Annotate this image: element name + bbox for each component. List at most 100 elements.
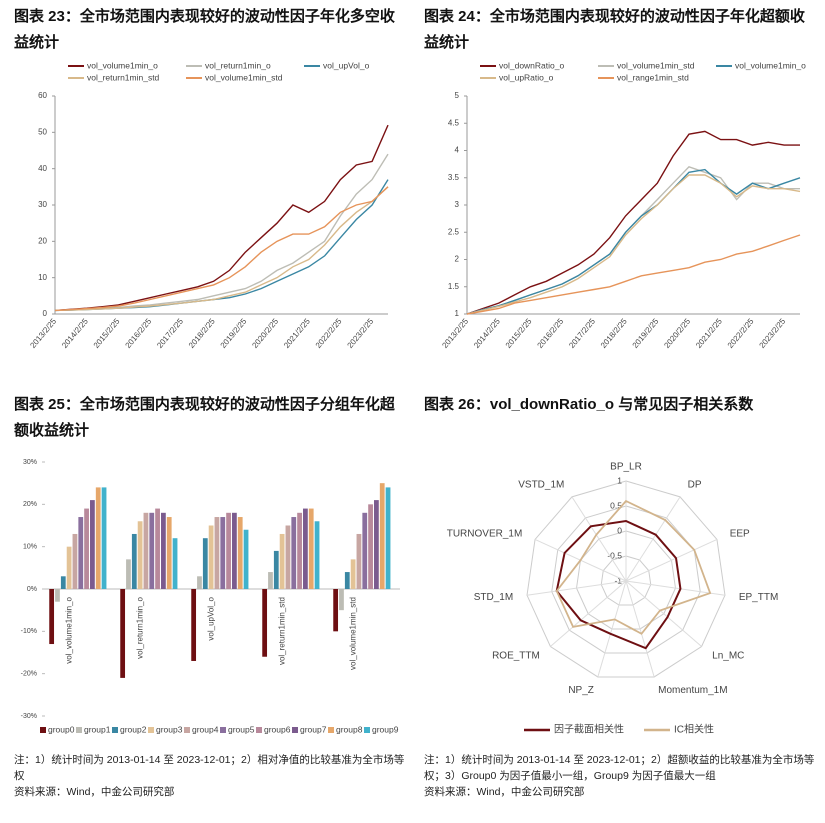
axis-label: EP_TTM	[739, 592, 778, 603]
bar	[161, 512, 166, 589]
legend-label: vol_return1min_o	[205, 60, 271, 70]
y-tick-label: 1.5	[448, 282, 460, 291]
legend-label: group8	[336, 724, 363, 734]
x-tick-label: 2019/2/25	[219, 316, 249, 349]
bar	[243, 529, 249, 589]
bar	[66, 546, 72, 589]
axis-label: DP	[688, 480, 702, 491]
spoke	[526, 580, 627, 596]
figure-title: 图表 26：vol_downRatio_o 与常见因子相关系数	[424, 396, 754, 413]
category-label: vol_return1min_o	[136, 596, 145, 658]
note-text: 注：1）统计时间为 2013-01-14 至 2023-12-01；2）相对净值…	[14, 754, 405, 782]
legend-label: vol_return1min_std	[87, 72, 160, 82]
chart: -30% -20% -10% 0% 10% 20% 30% vol_volume1min_o v…	[21, 459, 400, 734]
bar	[285, 525, 291, 589]
spoke	[625, 496, 681, 582]
category-label: vol_upVol_o	[207, 596, 216, 640]
legend-label: vol_volume1min_o	[87, 60, 158, 70]
spoke	[550, 580, 627, 647]
legend-label: group2	[120, 724, 147, 734]
legend-swatch	[292, 727, 298, 733]
x-tick-label: 2022/2/25	[314, 316, 344, 349]
x-tick-label: 2014/2/25	[60, 316, 90, 349]
series-line	[466, 174, 801, 315]
axis-label: EEP	[730, 528, 750, 539]
legend-swatch	[256, 727, 262, 733]
y-tick-label: 20%	[23, 501, 37, 508]
r-tick-label: -0.5	[607, 550, 622, 560]
series-line	[466, 165, 800, 315]
y-tick-label: 4.5	[448, 118, 460, 127]
x-tick-label: 2023/2/25	[346, 316, 376, 349]
category-label: vol_volume1min_o	[65, 596, 74, 663]
x-tick-label: 2017/2/25	[155, 316, 185, 349]
bar	[362, 512, 368, 589]
series-line	[54, 186, 389, 312]
bar	[356, 533, 362, 589]
y-tick-label: 4	[455, 146, 460, 155]
legend-label: vol_downRatio_o	[499, 60, 564, 70]
x-tick-label: 2020/2/25	[250, 316, 280, 349]
bar	[273, 550, 279, 589]
legend-label: 因子截面相关性	[554, 723, 624, 736]
x-tick-label: 2015/2/25	[92, 316, 122, 349]
note: 注：1）统计时间为 2013-01-14 至 2023-12-01；2）相对净值…	[14, 752, 409, 800]
source-text: 资料来源：Wind，中金公司研究部	[14, 786, 175, 798]
y-tick-label: 60	[38, 91, 47, 100]
spoke	[625, 580, 702, 647]
y-tick-label: 50	[38, 127, 47, 136]
axis-label: NP_Z	[568, 685, 594, 696]
axis-label: ROE_TTM	[492, 650, 540, 661]
y-tick-label: -10%	[21, 628, 37, 635]
x-tick-label: 2016/2/25	[124, 316, 154, 349]
x-tick-label: 2014/2/25	[472, 316, 502, 349]
axis-label: VSTD_1M	[518, 480, 564, 491]
y-tick-label: 30	[38, 200, 47, 209]
bar	[137, 521, 143, 589]
grid-ring	[526, 480, 726, 678]
bar	[339, 589, 344, 611]
y-tick-label: 20	[38, 236, 47, 245]
bar	[131, 533, 137, 589]
bar	[197, 576, 202, 589]
y-tick-label: 2.5	[448, 227, 460, 236]
axis-label: BP_LR	[610, 462, 642, 473]
legend-label: group7	[300, 724, 327, 734]
x-tick-label: 2023/2/25	[758, 316, 788, 349]
bar	[84, 508, 89, 589]
legend-label: group6	[264, 724, 291, 734]
axis-label: Momentum_1M	[658, 685, 727, 696]
bar	[166, 517, 172, 589]
legend-swatch	[364, 727, 370, 733]
series-line	[54, 179, 389, 312]
bar	[49, 589, 55, 645]
series-line	[466, 130, 800, 315]
y-tick-label: 10	[38, 273, 47, 282]
x-tick-label: 2018/2/25	[187, 316, 217, 349]
x-tick-label: 2022/2/25	[726, 316, 756, 349]
bar	[120, 589, 126, 678]
legend-label: IC相关性	[674, 723, 714, 736]
x-tick-label: 2017/2/25	[567, 316, 597, 349]
bar	[226, 512, 231, 589]
bar	[291, 517, 297, 589]
legend-swatch	[112, 727, 118, 733]
legend-swatch	[328, 727, 334, 733]
series-line	[54, 153, 389, 312]
y-tick-label: 3	[455, 200, 460, 209]
bar	[60, 576, 66, 589]
y-tick-label: 40	[38, 164, 47, 173]
bar	[126, 559, 131, 589]
bar	[350, 559, 356, 589]
grid-ring	[600, 555, 652, 606]
y-tick-label: 3.5	[448, 173, 460, 182]
legend-swatch	[76, 727, 82, 733]
bar	[268, 572, 273, 589]
figure-title: 图表 25：全市场范围内表现较好的波动性因子分组年化超额收益统计	[14, 396, 395, 439]
bar	[333, 589, 339, 632]
bar	[368, 504, 373, 589]
note-text: 注：1）统计时间为 2013-01-14 至 2023-12-01；2）超额收益…	[424, 754, 815, 782]
y-tick-label: 30%	[23, 459, 37, 466]
bar	[308, 508, 314, 589]
figure-title: 图表 24：全市场范围内表现较好的波动性因子年化超额收益统计	[424, 8, 805, 51]
